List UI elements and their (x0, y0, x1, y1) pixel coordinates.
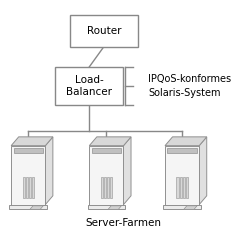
Polygon shape (14, 148, 43, 153)
Polygon shape (89, 137, 131, 146)
Polygon shape (179, 177, 182, 198)
Polygon shape (199, 137, 207, 205)
Polygon shape (183, 177, 185, 198)
Polygon shape (110, 177, 112, 198)
Polygon shape (29, 177, 31, 198)
Polygon shape (184, 206, 197, 209)
Polygon shape (101, 177, 103, 198)
Polygon shape (32, 177, 34, 198)
FancyBboxPatch shape (70, 15, 138, 46)
Polygon shape (165, 146, 199, 205)
FancyBboxPatch shape (55, 67, 123, 105)
Polygon shape (176, 177, 178, 198)
Polygon shape (45, 137, 53, 205)
Polygon shape (104, 177, 106, 198)
Polygon shape (107, 177, 109, 198)
Polygon shape (163, 205, 201, 209)
Text: IPQoS-konformes
Solaris-System: IPQoS-konformes Solaris-System (148, 74, 231, 98)
Polygon shape (167, 148, 197, 153)
Polygon shape (26, 177, 28, 198)
Polygon shape (11, 137, 53, 146)
Polygon shape (89, 146, 123, 205)
Polygon shape (9, 205, 47, 209)
Polygon shape (186, 177, 188, 198)
Polygon shape (108, 206, 121, 209)
Text: Server-Farmen: Server-Farmen (85, 218, 162, 228)
Text: Load-
Balancer: Load- Balancer (66, 75, 112, 97)
Polygon shape (123, 137, 131, 205)
Polygon shape (88, 205, 125, 209)
Polygon shape (165, 137, 207, 146)
Polygon shape (11, 146, 45, 205)
Polygon shape (30, 206, 43, 209)
Text: Router: Router (87, 26, 121, 36)
Polygon shape (92, 148, 121, 153)
Polygon shape (23, 177, 25, 198)
